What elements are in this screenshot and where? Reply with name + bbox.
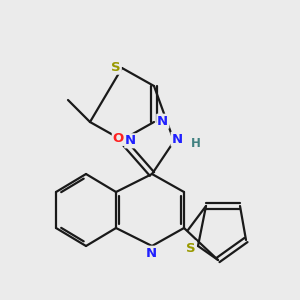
- Text: H: H: [191, 137, 201, 150]
- Text: N: N: [125, 134, 136, 147]
- Text: O: O: [113, 132, 124, 145]
- Text: N: N: [146, 247, 157, 260]
- Text: S: S: [111, 61, 121, 74]
- Text: N: N: [172, 133, 183, 146]
- Text: N: N: [157, 115, 168, 128]
- Text: S: S: [186, 242, 196, 254]
